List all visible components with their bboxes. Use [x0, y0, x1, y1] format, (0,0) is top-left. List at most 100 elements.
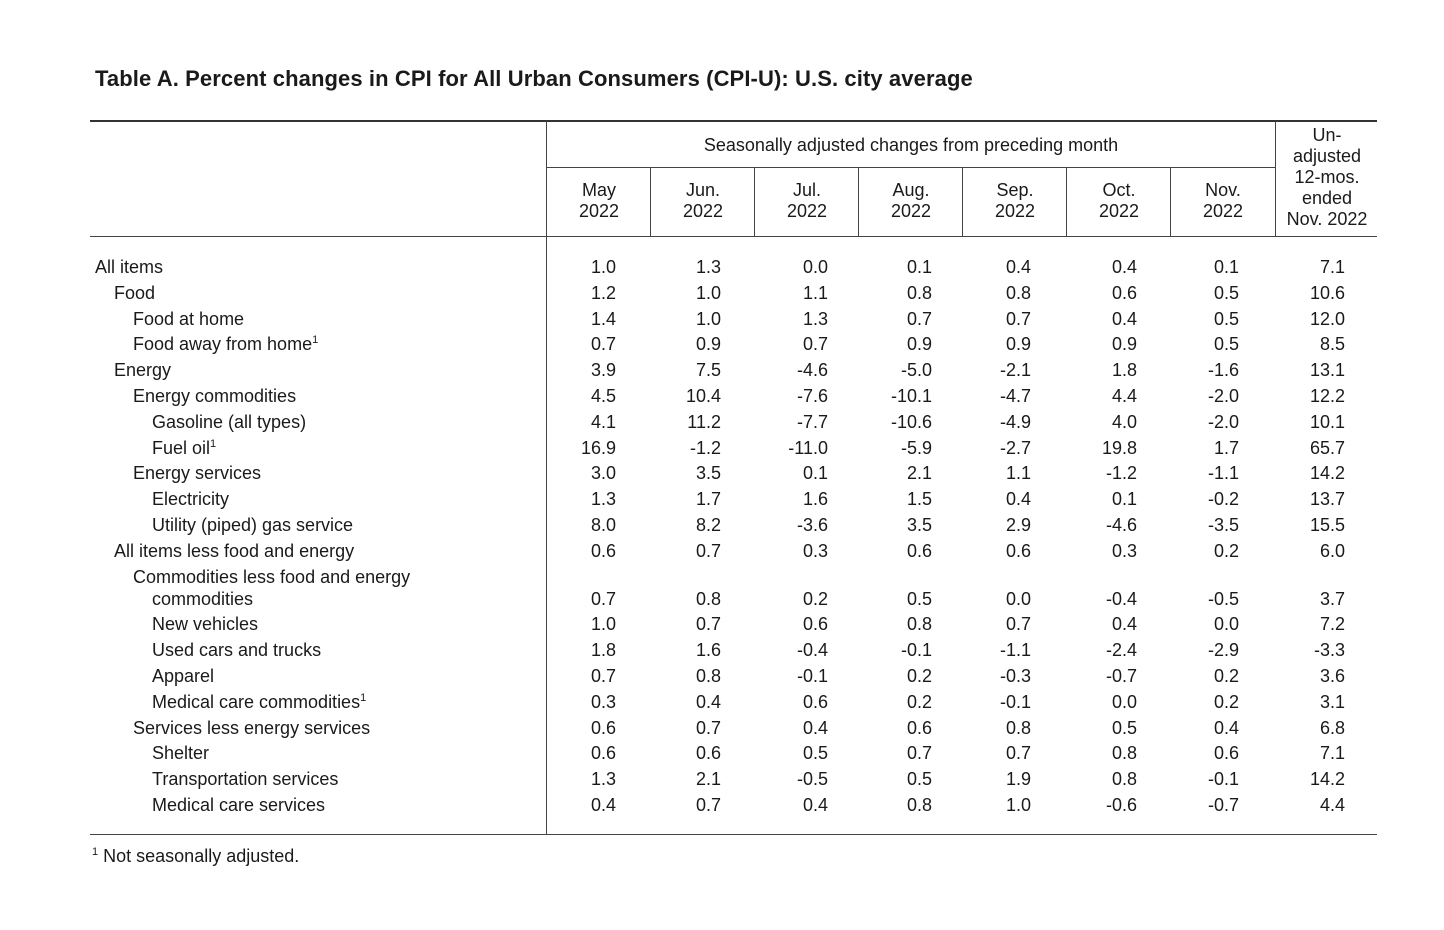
cell-value: 4.0 [1111, 411, 1137, 432]
cell-value: -2.1 [999, 360, 1031, 381]
cell-value: 0.0 [1005, 588, 1031, 609]
cell-value: -3.5 [1207, 515, 1239, 535]
row-label: Medical care commodities1 [152, 691, 540, 713]
cell-value: 0.5 [802, 743, 828, 764]
cell-unadjusted: 7.1 [1319, 257, 1345, 277]
cell-value: 0.7 [695, 795, 721, 815]
cell-value: 0.9 [906, 334, 932, 355]
top-rule [90, 120, 1377, 122]
cell-value: 0.6 [590, 540, 616, 561]
row-label: Food [114, 282, 540, 304]
cell-value: 4.4 [1111, 386, 1137, 406]
cell-value: 1.4 [590, 308, 616, 329]
col-divider [858, 168, 859, 236]
cell-value: -0.4 [796, 640, 828, 661]
cell-value: 3.5 [906, 515, 932, 535]
cell-value: 1.1 [802, 282, 828, 303]
cell-value: 1.2 [590, 282, 616, 303]
cell-value: 0.6 [906, 717, 932, 738]
unadjusted-header: Un- adjusted 12-mos. ended Nov. 2022 [1286, 125, 1368, 229]
cell-value: 0.7 [695, 614, 721, 635]
cell-value: 1.3 [695, 257, 721, 277]
cell-value: 0.7 [590, 334, 616, 355]
cell-value: 0.2 [1213, 540, 1239, 561]
cell-value: 0.5 [906, 769, 932, 790]
cell-value: 1.0 [695, 308, 721, 329]
cell-value: -3.6 [796, 515, 828, 535]
row-label: Shelter [152, 742, 540, 764]
cell-value: -10.1 [890, 386, 932, 406]
month-header: Nov. 2022 [1202, 180, 1244, 221]
cell-value: 0.7 [802, 334, 828, 355]
cell-unadjusted: 12.0 [1309, 308, 1345, 329]
footnote-mark: 1 [92, 846, 99, 858]
cell-value: 2.1 [695, 769, 721, 790]
cell-value: 0.7 [695, 717, 721, 738]
cell-value: 0.5 [1111, 717, 1137, 738]
cell-unadjusted: 3.1 [1319, 691, 1345, 712]
cell-value: -10.6 [890, 411, 932, 432]
row-label: Food away from home1 [133, 333, 540, 355]
group-header: Seasonally adjusted changes from precedi… [703, 135, 1119, 155]
cell-value: -1.1 [1207, 463, 1239, 484]
row-label: Utility (piped) gas service [152, 514, 540, 536]
cell-value: 0.7 [1005, 308, 1031, 329]
cell-unadjusted: 10.6 [1309, 282, 1345, 303]
cell-unadjusted: 14.2 [1309, 463, 1345, 484]
cell-value: -0.5 [796, 769, 828, 790]
cell-value: 0.4 [1005, 257, 1031, 277]
cell-value: -4.6 [1105, 515, 1137, 535]
cell-value: 1.6 [695, 640, 721, 661]
row-label: Gasoline (all types) [152, 411, 540, 433]
row-label: Fuel oil1 [152, 437, 540, 459]
cell-value: 1.0 [590, 257, 616, 277]
stub-divider [546, 121, 547, 835]
col-divider [754, 168, 755, 236]
cell-unadjusted: 13.7 [1309, 489, 1345, 510]
cell-value: 0.1 [906, 257, 932, 277]
cell-value: 1.3 [802, 308, 828, 329]
cell-value: 0.6 [695, 743, 721, 764]
cell-value: -0.4 [1105, 588, 1137, 609]
footnote-text: Not seasonally adjusted. [103, 846, 300, 866]
cell-unadjusted: 65.7 [1309, 437, 1345, 458]
cell-value: -4.6 [796, 360, 828, 381]
cell-value: 0.2 [906, 666, 932, 686]
row-label: Commodities less food and energy [133, 566, 412, 587]
cell-value: 2.9 [1005, 515, 1031, 535]
cell-value: 0.2 [906, 691, 932, 712]
cell-value: 3.0 [590, 463, 616, 484]
cell-value: 0.9 [1005, 334, 1031, 355]
cell-value: 0.8 [695, 588, 721, 609]
cell-unadjusted: 7.1 [1319, 743, 1345, 764]
cell-value: 0.7 [695, 540, 721, 561]
row-label: All items less food and energy [114, 540, 540, 562]
cell-value: 1.0 [590, 614, 616, 635]
cell-unadjusted: 3.6 [1319, 666, 1345, 686]
header-bottom-rule [90, 236, 1377, 237]
cell-value: -4.9 [999, 411, 1031, 432]
cell-value: 0.4 [802, 795, 828, 815]
cell-value: -5.9 [900, 437, 932, 458]
cell-value: 0.1 [1213, 257, 1239, 277]
footnote-ref: 1 [312, 334, 319, 347]
row-label: Transportation services [152, 768, 540, 790]
month-header: May 2022 [578, 180, 620, 221]
cell-value: 0.2 [802, 588, 828, 609]
cell-value: -2.0 [1207, 386, 1239, 406]
cell-value: 0.0 [1111, 691, 1137, 712]
col-divider [1066, 168, 1067, 236]
cell-value: 0.4 [802, 717, 828, 738]
cell-value: 0.4 [1111, 614, 1137, 635]
cell-value: 0.9 [1111, 334, 1137, 355]
cell-value: 0.2 [1213, 666, 1239, 686]
cell-value: 0.7 [590, 666, 616, 686]
cell-value: 0.4 [1111, 257, 1137, 277]
footnote-ref: 1 [210, 437, 217, 450]
cell-value: 1.0 [1005, 795, 1031, 815]
cell-value: 0.1 [802, 463, 828, 484]
cell-value: -1.1 [999, 640, 1031, 661]
cell-value: -0.1 [900, 640, 932, 661]
cell-unadjusted: 15.5 [1309, 515, 1345, 535]
cell-value: 0.6 [802, 691, 828, 712]
